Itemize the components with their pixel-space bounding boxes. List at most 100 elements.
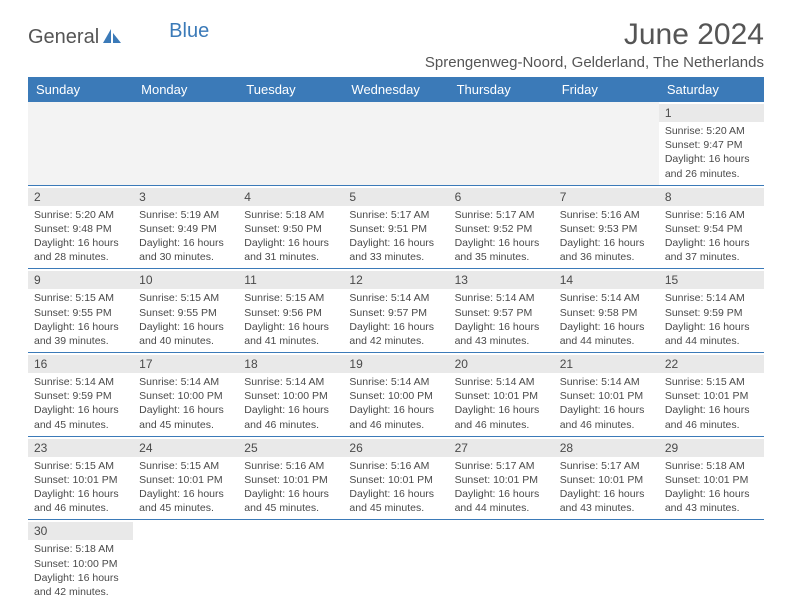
calendar-cell: 4Sunrise: 5:18 AMSunset: 9:50 PMDaylight…	[238, 185, 343, 269]
calendar-cell: 21Sunrise: 5:14 AMSunset: 10:01 PMDaylig…	[554, 353, 659, 437]
day-number: 7	[554, 188, 659, 206]
calendar-cell	[133, 520, 238, 603]
sunset-line: Sunset: 10:01 PM	[665, 473, 758, 487]
sunset-line: Sunset: 9:50 PM	[244, 222, 337, 236]
day-number: 29	[659, 439, 764, 457]
day-number: 6	[449, 188, 554, 206]
daylight-line: and 46 minutes.	[244, 418, 337, 432]
sunrise-line: Sunrise: 5:14 AM	[349, 291, 442, 305]
location: Sprengenweg-Noord, Gelderland, The Nethe…	[425, 54, 764, 71]
daylight-line: Daylight: 16 hours	[139, 487, 232, 501]
sunset-line: Sunset: 9:47 PM	[665, 138, 758, 152]
daylight-line: Daylight: 16 hours	[665, 152, 758, 166]
calendar-week: 16Sunrise: 5:14 AMSunset: 9:59 PMDayligh…	[28, 353, 764, 437]
sunrise-line: Sunrise: 5:16 AM	[349, 459, 442, 473]
logo-text-blue: Blue	[169, 20, 209, 43]
day-number: 11	[238, 271, 343, 289]
daylight-line: Daylight: 16 hours	[560, 487, 653, 501]
sunset-line: Sunset: 9:54 PM	[665, 222, 758, 236]
day-number: 15	[659, 271, 764, 289]
daylight-line: and 42 minutes.	[34, 585, 127, 599]
calendar-cell: 13Sunrise: 5:14 AMSunset: 9:57 PMDayligh…	[449, 269, 554, 353]
day-number: 30	[28, 522, 133, 540]
calendar-cell: 5Sunrise: 5:17 AMSunset: 9:51 PMDaylight…	[343, 185, 448, 269]
calendar-week: 30Sunrise: 5:18 AMSunset: 10:00 PMDaylig…	[28, 520, 764, 603]
calendar-cell	[554, 102, 659, 185]
daylight-line: Daylight: 16 hours	[455, 487, 548, 501]
sunrise-line: Sunrise: 5:17 AM	[455, 208, 548, 222]
calendar-cell	[449, 520, 554, 603]
calendar-cell	[28, 102, 133, 185]
calendar-cell: 17Sunrise: 5:14 AMSunset: 10:00 PMDaylig…	[133, 353, 238, 437]
calendar-cell	[659, 520, 764, 603]
daylight-line: and 43 minutes.	[560, 501, 653, 515]
daylight-line: Daylight: 16 hours	[139, 236, 232, 250]
sunrise-line: Sunrise: 5:14 AM	[34, 375, 127, 389]
calendar-cell: 16Sunrise: 5:14 AMSunset: 9:59 PMDayligh…	[28, 353, 133, 437]
sunrise-line: Sunrise: 5:15 AM	[244, 291, 337, 305]
logo-text-general: General	[28, 26, 99, 49]
sunset-line: Sunset: 9:55 PM	[139, 306, 232, 320]
daylight-line: and 46 minutes.	[455, 418, 548, 432]
sunrise-line: Sunrise: 5:14 AM	[244, 375, 337, 389]
sunset-line: Sunset: 10:01 PM	[560, 389, 653, 403]
sunset-line: Sunset: 9:59 PM	[665, 306, 758, 320]
daylight-line: Daylight: 16 hours	[34, 487, 127, 501]
sunrise-line: Sunrise: 5:16 AM	[560, 208, 653, 222]
calendar-cell: 26Sunrise: 5:16 AMSunset: 10:01 PMDaylig…	[343, 436, 448, 520]
day-number: 5	[343, 188, 448, 206]
sunset-line: Sunset: 10:01 PM	[455, 473, 548, 487]
month-title: June 2024	[425, 18, 764, 52]
calendar-cell	[343, 102, 448, 185]
daylight-line: Daylight: 16 hours	[560, 403, 653, 417]
sunrise-line: Sunrise: 5:14 AM	[455, 375, 548, 389]
day-number: 18	[238, 355, 343, 373]
sunset-line: Sunset: 10:01 PM	[455, 389, 548, 403]
day-number: 1	[659, 104, 764, 122]
daylight-line: Daylight: 16 hours	[349, 403, 442, 417]
sunrise-line: Sunrise: 5:14 AM	[455, 291, 548, 305]
daylight-line: and 43 minutes.	[455, 334, 548, 348]
daylight-line: and 36 minutes.	[560, 250, 653, 264]
sunrise-line: Sunrise: 5:15 AM	[34, 459, 127, 473]
calendar-cell: 22Sunrise: 5:15 AMSunset: 10:01 PMDaylig…	[659, 353, 764, 437]
sunset-line: Sunset: 9:51 PM	[349, 222, 442, 236]
daylight-line: Daylight: 16 hours	[349, 320, 442, 334]
daylight-line: and 44 minutes.	[455, 501, 548, 515]
daylight-line: and 45 minutes.	[244, 501, 337, 515]
day-number: 28	[554, 439, 659, 457]
daylight-line: Daylight: 16 hours	[665, 487, 758, 501]
calendar-cell: 2Sunrise: 5:20 AMSunset: 9:48 PMDaylight…	[28, 185, 133, 269]
sunrise-line: Sunrise: 5:19 AM	[139, 208, 232, 222]
sunset-line: Sunset: 10:01 PM	[34, 473, 127, 487]
day-number: 12	[343, 271, 448, 289]
calendar-body: 1Sunrise: 5:20 AMSunset: 9:47 PMDaylight…	[28, 102, 764, 603]
calendar-cell: 12Sunrise: 5:14 AMSunset: 9:57 PMDayligh…	[343, 269, 448, 353]
calendar-table: SundayMondayTuesdayWednesdayThursdayFrid…	[28, 77, 764, 603]
sunset-line: Sunset: 9:55 PM	[34, 306, 127, 320]
calendar-cell: 24Sunrise: 5:15 AMSunset: 10:01 PMDaylig…	[133, 436, 238, 520]
calendar-week: 23Sunrise: 5:15 AMSunset: 10:01 PMDaylig…	[28, 436, 764, 520]
sunrise-line: Sunrise: 5:16 AM	[244, 459, 337, 473]
calendar-cell	[133, 102, 238, 185]
day-number: 13	[449, 271, 554, 289]
day-number: 19	[343, 355, 448, 373]
sunset-line: Sunset: 10:01 PM	[244, 473, 337, 487]
sunset-line: Sunset: 10:01 PM	[349, 473, 442, 487]
daylight-line: Daylight: 16 hours	[139, 320, 232, 334]
sunset-line: Sunset: 10:01 PM	[139, 473, 232, 487]
day-number: 14	[554, 271, 659, 289]
weekday-header: Thursday	[449, 77, 554, 102]
daylight-line: Daylight: 16 hours	[455, 236, 548, 250]
daylight-line: and 40 minutes.	[139, 334, 232, 348]
weekday-header: Sunday	[28, 77, 133, 102]
daylight-line: and 37 minutes.	[665, 250, 758, 264]
daylight-line: and 46 minutes.	[560, 418, 653, 432]
calendar-cell: 23Sunrise: 5:15 AMSunset: 10:01 PMDaylig…	[28, 436, 133, 520]
sunrise-line: Sunrise: 5:17 AM	[455, 459, 548, 473]
day-number: 9	[28, 271, 133, 289]
day-number: 17	[133, 355, 238, 373]
calendar-cell: 1Sunrise: 5:20 AMSunset: 9:47 PMDaylight…	[659, 102, 764, 185]
daylight-line: Daylight: 16 hours	[34, 571, 127, 585]
sunset-line: Sunset: 10:00 PM	[349, 389, 442, 403]
